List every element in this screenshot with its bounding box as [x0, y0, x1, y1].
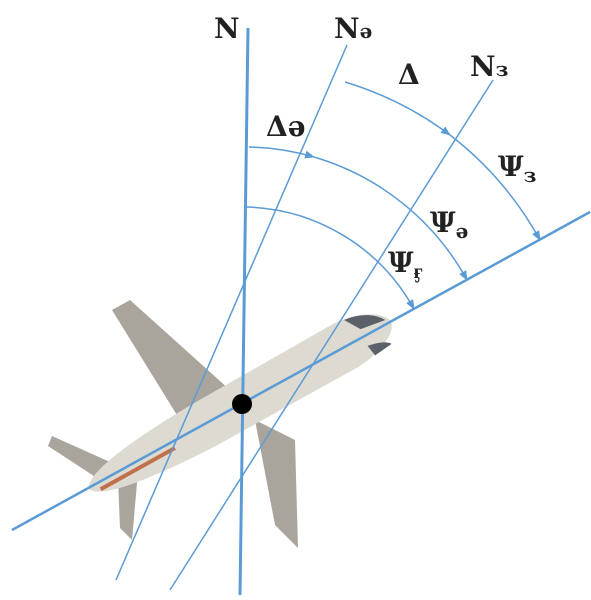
center-point [232, 394, 252, 414]
label-delta: Δ [398, 58, 420, 91]
label-psi-z: Ψз [498, 150, 536, 187]
label-n-z: Nз [470, 50, 508, 83]
label-n: N [214, 12, 240, 45]
label-delta-a: Δә [266, 110, 306, 143]
airplane [48, 300, 392, 548]
label-n-a: Nә [334, 12, 372, 45]
label-psi-g: Ψӻ [388, 246, 423, 283]
label-psi-a: Ψә [430, 206, 468, 243]
lines [11, 27, 591, 596]
